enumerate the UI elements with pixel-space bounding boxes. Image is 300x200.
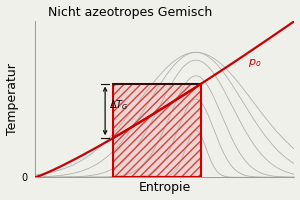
Y-axis label: Temperatur: Temperatur: [6, 63, 19, 135]
Text: $\Delta T_G$: $\Delta T_G$: [109, 98, 128, 112]
Text: Nicht azeotropes Gemisch: Nicht azeotropes Gemisch: [48, 6, 212, 19]
Text: $p_o$: $p_o$: [248, 57, 261, 69]
Polygon shape: [113, 84, 201, 177]
X-axis label: Entropie: Entropie: [139, 181, 191, 194]
